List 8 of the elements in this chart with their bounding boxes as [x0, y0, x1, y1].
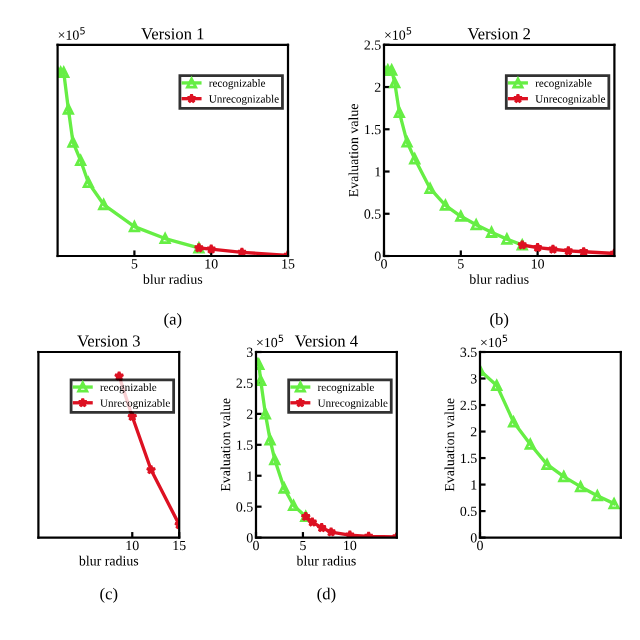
text: (c)	[100, 587, 118, 603]
chart-title: Version 2	[467, 28, 530, 40]
chart-title: Version 4	[294, 335, 358, 347]
text: (b)	[490, 313, 509, 329]
chart-title: Version 1	[141, 28, 204, 40]
chart-title: Version 3	[77, 335, 140, 347]
text: (a)	[164, 313, 182, 329]
text: (d)	[317, 587, 336, 603]
